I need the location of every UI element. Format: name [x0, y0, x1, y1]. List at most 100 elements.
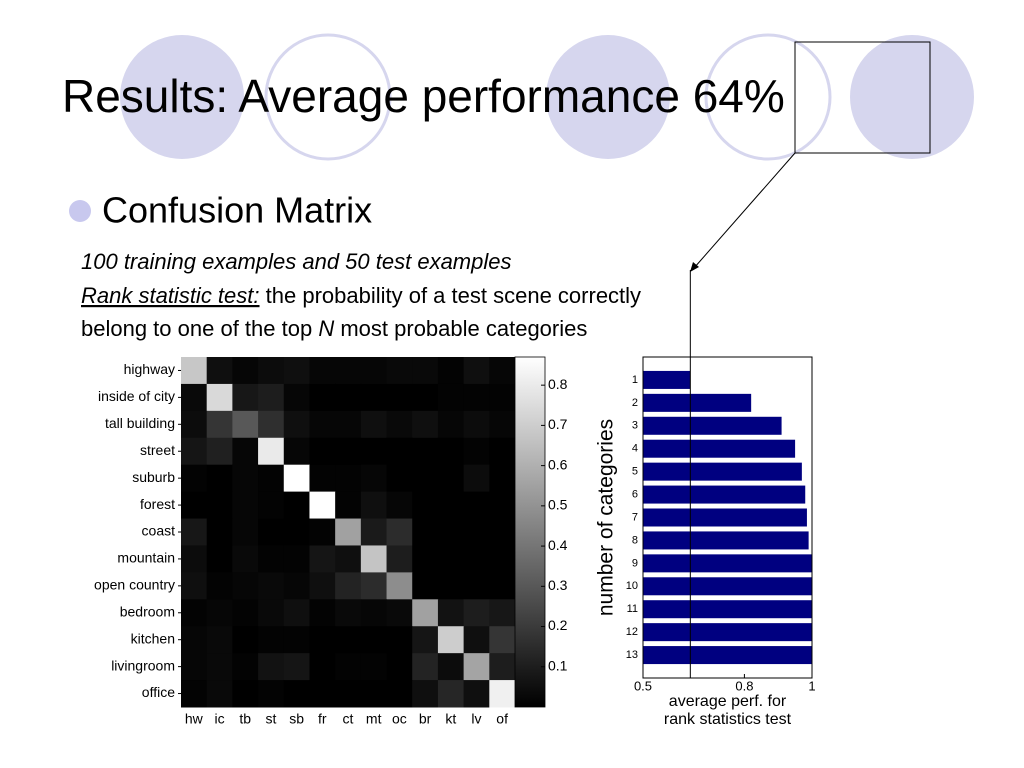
cell	[360, 383, 388, 412]
slide-title: Results: Average performance 64%	[62, 70, 785, 122]
cell	[283, 572, 310, 600]
colorbar	[514, 356, 546, 708]
cell	[335, 653, 362, 681]
cell	[489, 518, 516, 546]
cell	[181, 383, 208, 412]
colorbar-tick-label: 0.2	[548, 617, 568, 633]
cell	[206, 383, 233, 412]
bullet-text: Confusion Matrix	[102, 190, 372, 231]
cell	[335, 518, 362, 546]
cell	[258, 357, 285, 385]
cell	[463, 599, 490, 627]
cell	[232, 383, 259, 412]
cell	[283, 383, 310, 412]
x-axis-label: average perf. for	[669, 693, 787, 710]
cell	[335, 464, 362, 493]
note-n: N	[318, 316, 334, 341]
cell	[335, 383, 362, 412]
cell	[463, 491, 490, 520]
bar	[643, 508, 807, 527]
cell	[181, 464, 208, 493]
bar	[643, 485, 806, 504]
cell	[309, 626, 336, 654]
cell	[232, 545, 259, 573]
cell	[181, 410, 208, 439]
colorbar-tick-label: 0.3	[548, 577, 568, 593]
colorbar-tick-label: 0.8	[548, 376, 568, 392]
cell	[309, 518, 336, 546]
row-label: forest	[140, 496, 175, 512]
col-label: fr	[318, 711, 327, 727]
cell	[335, 572, 362, 600]
cell	[283, 518, 310, 546]
cell	[489, 626, 516, 654]
cell	[232, 572, 259, 600]
cell	[309, 464, 336, 493]
note-text: most probable categories	[340, 316, 587, 341]
cell	[206, 572, 233, 600]
bar	[643, 393, 752, 412]
cell	[258, 491, 285, 520]
row-label: suburb	[132, 469, 175, 485]
cell	[412, 410, 439, 439]
cell	[463, 383, 490, 412]
x-tick-label: 0.5	[634, 678, 652, 693]
cell	[232, 518, 259, 546]
cell	[181, 545, 208, 573]
cell	[360, 410, 388, 439]
cell	[309, 437, 336, 466]
cell	[309, 680, 336, 708]
cell	[360, 572, 388, 600]
y-tick-label: 4	[632, 443, 638, 455]
y-axis-label: number of categories	[595, 419, 618, 616]
cell	[463, 357, 490, 385]
cell	[309, 572, 336, 600]
cell	[412, 626, 439, 654]
cell	[181, 572, 208, 600]
col-label: kt	[445, 711, 456, 727]
cell	[463, 545, 490, 573]
row-label: highway	[124, 361, 175, 377]
bar	[643, 600, 812, 619]
cell	[206, 653, 233, 681]
cell	[335, 599, 362, 627]
col-label: oc	[392, 711, 407, 727]
cell	[309, 599, 336, 627]
cell	[335, 680, 362, 708]
highlight-box	[794, 41, 931, 154]
cell	[206, 680, 233, 708]
cell	[283, 437, 310, 466]
cell	[489, 491, 516, 520]
cell	[437, 357, 465, 385]
y-tick-label: 7	[632, 511, 638, 523]
cell	[360, 680, 388, 708]
cell	[283, 626, 310, 654]
cell	[412, 491, 439, 520]
cell	[437, 599, 465, 627]
cell	[386, 680, 413, 708]
cell	[258, 572, 285, 600]
row-label: open country	[94, 577, 175, 593]
cell	[232, 626, 259, 654]
cell	[283, 491, 310, 520]
cell	[206, 518, 233, 546]
cell	[232, 464, 259, 493]
cell	[258, 437, 285, 466]
cell	[258, 545, 285, 573]
cell	[206, 464, 233, 493]
note: 100 training examples and 50 test exampl…	[81, 249, 511, 274]
cell	[232, 357, 259, 385]
y-tick-label: 5	[632, 466, 638, 478]
row-label: office	[142, 684, 175, 700]
row-label: tall building	[105, 415, 175, 431]
note: Rank statistic test: the probability of …	[81, 283, 641, 308]
col-label: hw	[185, 711, 204, 727]
row-label: coast	[142, 523, 176, 539]
cell	[437, 626, 465, 654]
cell	[181, 599, 208, 627]
cell	[258, 518, 285, 546]
cell	[386, 383, 413, 412]
cell	[437, 653, 465, 681]
cell	[206, 545, 233, 573]
